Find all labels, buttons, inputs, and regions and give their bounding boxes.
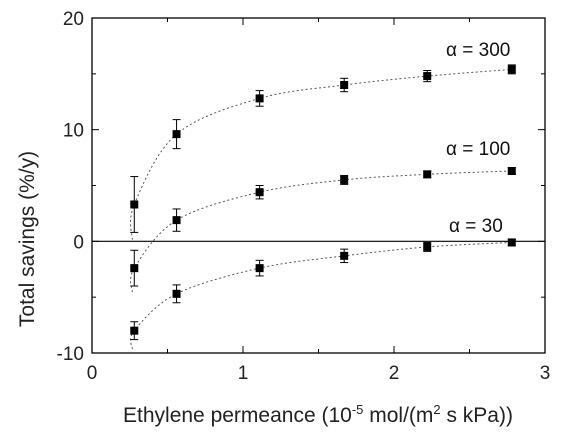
x-axis-title-part3: s kPa)) xyxy=(441,404,513,427)
x-axis-title-part2: mol/(m xyxy=(363,404,433,427)
y-tick-label: 10 xyxy=(63,121,84,142)
data-point xyxy=(255,264,264,273)
x-axis-title-sup1: -5 xyxy=(352,402,364,417)
data-point xyxy=(507,238,516,247)
data-point xyxy=(507,65,516,74)
data-point xyxy=(340,175,349,184)
data-point xyxy=(340,81,349,89)
data-point xyxy=(130,264,139,273)
y-tick-label: 0 xyxy=(73,232,84,253)
data-point xyxy=(130,326,139,335)
plot-frame xyxy=(91,17,546,354)
series-label: α = 300 xyxy=(446,40,510,61)
series-label: α = 30 xyxy=(449,216,503,237)
x-tick-label: 2 xyxy=(389,363,400,384)
x-tick-label: 3 xyxy=(540,363,551,384)
x-axis-title: Ethylene permeance (10-5 mol/(m2 s kPa)) xyxy=(123,402,513,427)
error-bars xyxy=(130,64,516,341)
y-axis-title: Total savings (%/y) xyxy=(16,151,39,327)
data-point xyxy=(507,166,516,175)
data-point xyxy=(423,242,432,251)
series-labels: α = 300 α = 100 α = 30 xyxy=(446,40,510,237)
fit-curve-series-2 xyxy=(129,241,512,350)
fit-curves xyxy=(129,68,512,350)
data-point xyxy=(172,130,181,139)
data-point xyxy=(340,251,349,260)
data-point xyxy=(172,289,181,298)
y-tick-label: -10 xyxy=(57,344,84,365)
y-tick-label: 20 xyxy=(63,9,84,30)
data-point xyxy=(255,94,264,103)
x-axis-title-part1: Ethylene permeance (10 xyxy=(123,404,352,427)
x-axis-title-sup2: 2 xyxy=(433,402,440,417)
data-point xyxy=(255,188,264,197)
x-tick-label: 0 xyxy=(87,363,98,384)
data-points xyxy=(130,65,516,335)
data-point xyxy=(172,216,181,225)
data-point xyxy=(130,200,139,209)
data-point xyxy=(423,170,432,179)
series-label: α = 100 xyxy=(446,139,510,160)
data-point xyxy=(423,72,432,81)
x-tick-label: 1 xyxy=(238,363,249,384)
axes xyxy=(91,17,546,354)
